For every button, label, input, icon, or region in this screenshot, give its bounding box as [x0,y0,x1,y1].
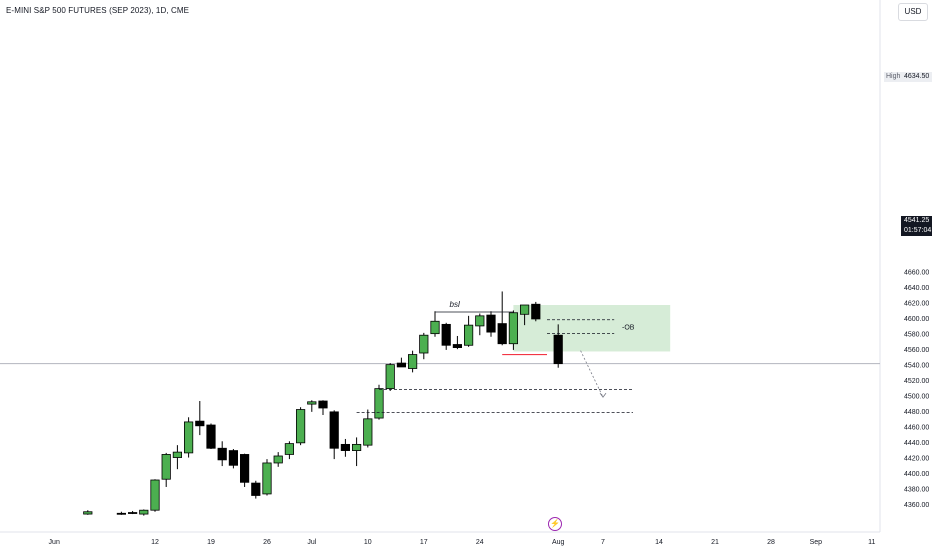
lightning-icon[interactable]: ⚡ [548,517,562,531]
projection-arrow-line [580,350,604,398]
last-price-value: 4541.25 [904,217,930,224]
time-tick-label: 12 [151,539,159,546]
candle-down [318,400,328,409]
candle-down [116,512,126,515]
candle-down [127,512,138,514]
candle-down [441,323,451,346]
price-tick-label: 4600.00 [904,316,929,323]
price-tick-label: 4400.00 [904,471,929,478]
price-tick-label: 4420.00 [904,456,929,463]
price-tick-label: 4620.00 [904,301,929,308]
candle-up [374,388,384,419]
candle-down [195,420,205,427]
candle-up [83,511,93,515]
candle-up [295,409,306,444]
price-tick-label: 4460.00 [904,425,929,432]
candle-up [273,455,283,464]
candle-down [497,323,507,345]
candle-down [340,443,351,451]
time-tick-label: Jun [49,539,60,546]
time-tick-label: 28 [767,539,775,546]
candle-up [363,418,373,446]
candle-down [452,344,463,348]
candle-up [172,451,182,458]
candle-up [385,364,395,390]
time-tick-label: Jul [307,539,316,546]
bsl-label: bsl [450,300,460,309]
price-axis[interactable]: 4360.00 4380.00 4400.00 4420.00 4440.00 4460.… [904,270,929,509]
candle-down [396,362,407,368]
candle-up [183,421,194,454]
candle-down [239,454,250,483]
candle-up [284,443,295,455]
candle-down [486,314,496,333]
symbol-title: E-MINI S&P 500 FUTURES (SEP 2023), 1D, C… [6,6,190,15]
time-tick-label: 14 [655,539,663,546]
candle-up [419,334,429,354]
price-tick-label: 4380.00 [904,487,929,494]
candle-down [251,482,261,496]
time-tick-label: 17 [420,539,428,546]
time-axis[interactable]: Jun 12 19 26 Jul 10 17 24 Aug 7 14 21 28 Sep 11 [49,539,876,546]
high-label: High [884,72,903,82]
time-tick-label: Sep [810,539,823,546]
price-tick-label: 4580.00 [904,332,929,339]
time-tick-label: 7 [601,539,605,546]
time-tick-label: 19 [207,539,215,546]
price-tick-label: 4440.00 [904,440,929,447]
countdown-timer: 01:57:04 [904,227,932,234]
price-tick-label: 4520.00 [904,378,929,385]
candle-down [553,334,563,365]
overlay-layer: bsl -OB [356,300,635,414]
price-tick-label: 4640.00 [904,285,929,292]
candle-down [531,303,541,320]
time-tick-label: 26 [263,539,271,546]
candle-up [307,401,317,405]
candle-up [262,462,272,495]
candle-down [217,447,227,461]
price-tick-label: 4500.00 [904,394,929,401]
candle-up [150,479,160,511]
candle-up [475,315,485,327]
candle-up [139,509,149,515]
price-tick-label: 4660.00 [904,270,929,277]
last-price-tag: 4541.25 01:57:04 [901,216,932,236]
candle-down [206,424,216,449]
candle-up [430,320,440,335]
annotation-layer [0,305,880,365]
candle-up [520,304,530,315]
candle-up [508,312,519,345]
price-tick-label: 4360.00 [904,502,929,509]
candle-up [407,354,418,369]
time-tick-label: 24 [476,539,484,546]
price-tick-label: 4540.00 [904,363,929,370]
ob-label: -OB [622,325,635,332]
candle-down [329,411,339,449]
candle-up [161,454,171,480]
candle-up [463,324,474,346]
time-tick-label: Aug [552,539,565,546]
currency-button[interactable]: USD [898,3,928,21]
high-value: 4634.50 [901,72,932,82]
candle-down [228,450,238,466]
candles [83,291,563,516]
time-tick-label: 10 [364,539,372,546]
candle-up [351,443,362,451]
projection-arrow-head [599,392,607,398]
price-tick-label: 4560.00 [904,347,929,354]
time-tick-label: 21 [711,539,719,546]
time-tick-label: 11 [868,539,875,546]
price-tick-label: 4480.00 [904,409,929,416]
